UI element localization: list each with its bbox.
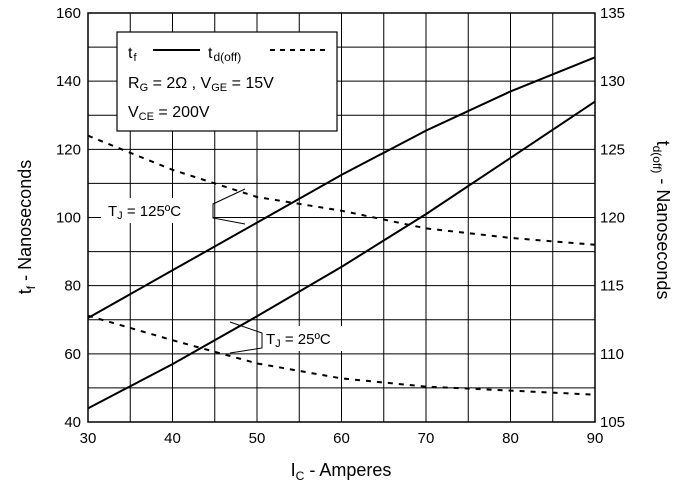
annotation-tj-25-text: TJ = 25ºC bbox=[266, 331, 331, 350]
y-left-tick-label: 40 bbox=[64, 414, 81, 431]
y-right-tick-label: 110 bbox=[600, 346, 624, 363]
x-axis-title: IC - Amperes bbox=[291, 460, 392, 482]
annotation-tj-125-bg bbox=[101, 198, 213, 223]
y-left-tick-label: 120 bbox=[56, 141, 81, 158]
x-tick-label: 90 bbox=[587, 430, 604, 447]
y-left-tick-label: 100 bbox=[56, 210, 81, 227]
y-right-tick-label: 130 bbox=[600, 73, 625, 90]
x-tick-label: 50 bbox=[249, 430, 266, 447]
y-right-tick-label: 120 bbox=[600, 210, 625, 227]
annotation-tj-125-text: TJ = 125ºC bbox=[108, 203, 181, 222]
legend-box bbox=[116, 31, 338, 132]
annotation-tj-25-leader bbox=[229, 321, 263, 354]
legend-tf-label: tf bbox=[128, 45, 137, 64]
tick-labels: 30 40 50 60 70 80 9040608010012014016010511011… bbox=[56, 5, 625, 447]
legend-condition-1: RG = 2Ω , VGE = 15V bbox=[128, 75, 274, 94]
x-tick-label: 60 bbox=[333, 430, 350, 447]
annotation-tj-25-bg bbox=[262, 326, 360, 351]
legend: tf td(off) RG = 2Ω , VGE = 15V VCE = 200… bbox=[116, 31, 338, 132]
series-layer bbox=[87, 56, 596, 410]
annotation-tj-25: TJ = 25ºC bbox=[229, 321, 360, 354]
y-left-tick-label: 160 bbox=[56, 5, 81, 22]
series-line-1 bbox=[87, 100, 596, 410]
plot-frame bbox=[87, 12, 596, 423]
y-right-axis-title: td(off) - Nanoseconds bbox=[650, 141, 673, 300]
annotation-tj-125: TJ = 125ºC bbox=[101, 188, 246, 225]
y-right-tick-label: 115 bbox=[600, 278, 624, 295]
y-right-tick-label: 105 bbox=[600, 414, 625, 431]
y-right-tick-label: 125 bbox=[600, 141, 625, 158]
series-line-0 bbox=[87, 56, 596, 319]
y-right-tick-label: 135 bbox=[600, 5, 625, 22]
legend-tdoff-label: td(off) bbox=[208, 45, 241, 64]
x-tick-label: 30 bbox=[80, 430, 97, 447]
x-tick-label: 40 bbox=[164, 430, 181, 447]
y-left-tick-label: 60 bbox=[64, 346, 81, 363]
series-line-2 bbox=[87, 134, 596, 246]
x-tick-label: 70 bbox=[418, 430, 435, 447]
series-line-3 bbox=[87, 314, 596, 396]
annotation-tj-125-leader bbox=[212, 188, 246, 225]
y-left-tick-label: 80 bbox=[64, 278, 81, 295]
y-left-tick-label: 140 bbox=[56, 73, 81, 90]
grid bbox=[88, 13, 595, 422]
y-left-axis-title: tf - Nanoseconds bbox=[15, 160, 38, 294]
x-tick-label: 80 bbox=[502, 430, 519, 447]
legend-condition-2: VCE = 200V bbox=[128, 104, 210, 123]
